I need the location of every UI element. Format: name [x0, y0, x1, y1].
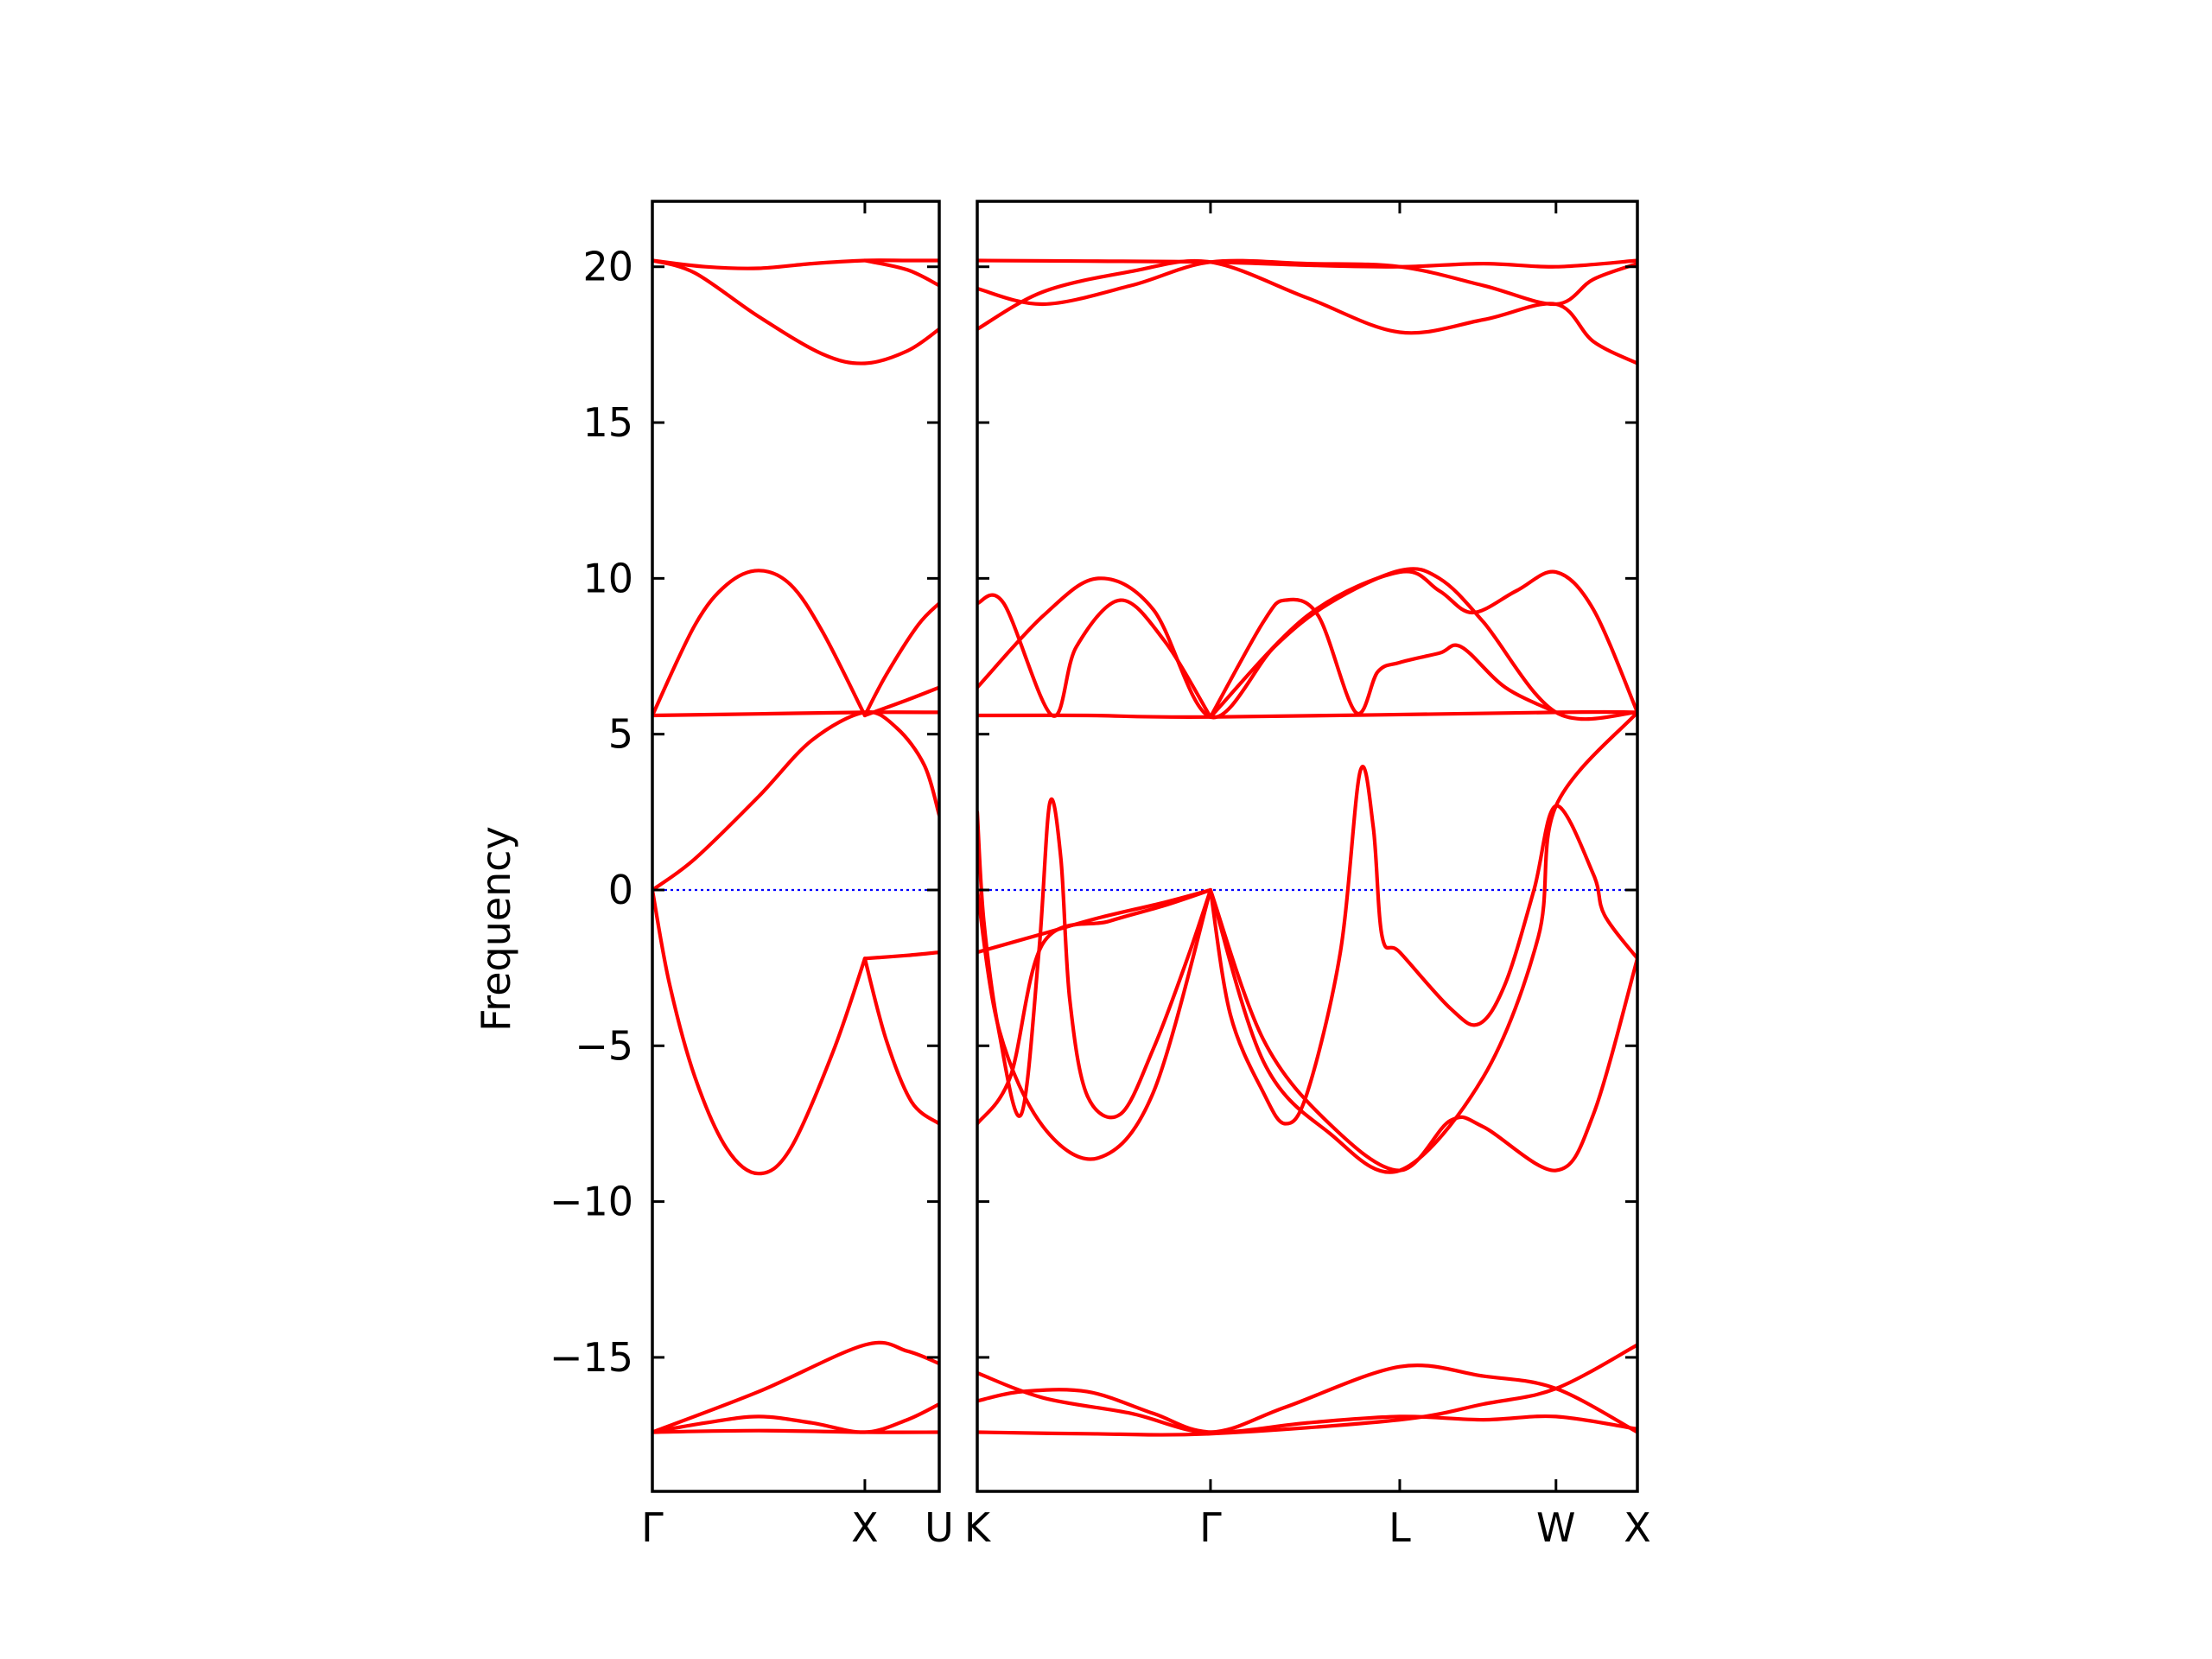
- x-tick-label: W: [1536, 1504, 1575, 1551]
- panel-frame: [976, 200, 1639, 1493]
- band-line: [1208, 887, 1637, 1173]
- x-tick-label: K: [964, 1504, 992, 1551]
- plot-area: [652, 258, 939, 1434]
- band-line: [977, 887, 1212, 1161]
- band-line: [652, 1402, 939, 1434]
- band-line: [652, 258, 939, 270]
- y-tick-label: −15: [550, 1334, 633, 1381]
- y-tick-label: 5: [608, 711, 633, 758]
- band-line: [652, 709, 939, 893]
- band-line: [977, 1388, 1637, 1434]
- x-tick-label: L: [1389, 1504, 1411, 1551]
- plot-area: [977, 258, 1637, 1437]
- band-line: [977, 1363, 1637, 1434]
- band-line: [977, 887, 1212, 955]
- panel-frame: [651, 200, 941, 1493]
- panel-gamma-x-u: −15 −10 −5 0 5 10 15 20 Γ X U: [550, 200, 954, 1551]
- band-line: [1208, 710, 1637, 1174]
- y-tick-label: 0: [608, 867, 633, 913]
- y-tick-label: 10: [582, 555, 633, 601]
- band-line: [862, 258, 939, 288]
- band-line: [652, 258, 939, 365]
- y-tick-label: 20: [582, 244, 633, 290]
- band-line: [652, 1340, 939, 1434]
- band-line: [977, 1343, 1637, 1437]
- x-tick-label: X: [1624, 1504, 1651, 1551]
- band-line: [652, 887, 867, 1176]
- x-tick-label: X: [851, 1504, 879, 1551]
- y-tick-label: −5: [575, 1022, 633, 1069]
- band-line: [652, 710, 939, 718]
- band-line: [977, 709, 1637, 719]
- band-line: [977, 258, 1637, 307]
- y-axis-label: Frequency: [473, 826, 519, 1032]
- band-line: [977, 258, 1637, 269]
- y-tick-label: 15: [582, 399, 633, 446]
- band-line: [652, 569, 867, 718]
- band-line: [652, 1428, 939, 1434]
- x-tick-label: Γ: [641, 1504, 664, 1551]
- band-line: [862, 601, 939, 718]
- x-tick-label: U: [925, 1504, 954, 1551]
- band-line: [977, 258, 1637, 365]
- y-tick-label: −10: [550, 1179, 633, 1225]
- band-line: [1208, 569, 1637, 719]
- band-line: [1208, 597, 1558, 719]
- band-line: [862, 957, 939, 1126]
- x-tick-label: Γ: [1199, 1504, 1222, 1551]
- band-line: [977, 593, 1212, 719]
- band-line: [862, 950, 939, 961]
